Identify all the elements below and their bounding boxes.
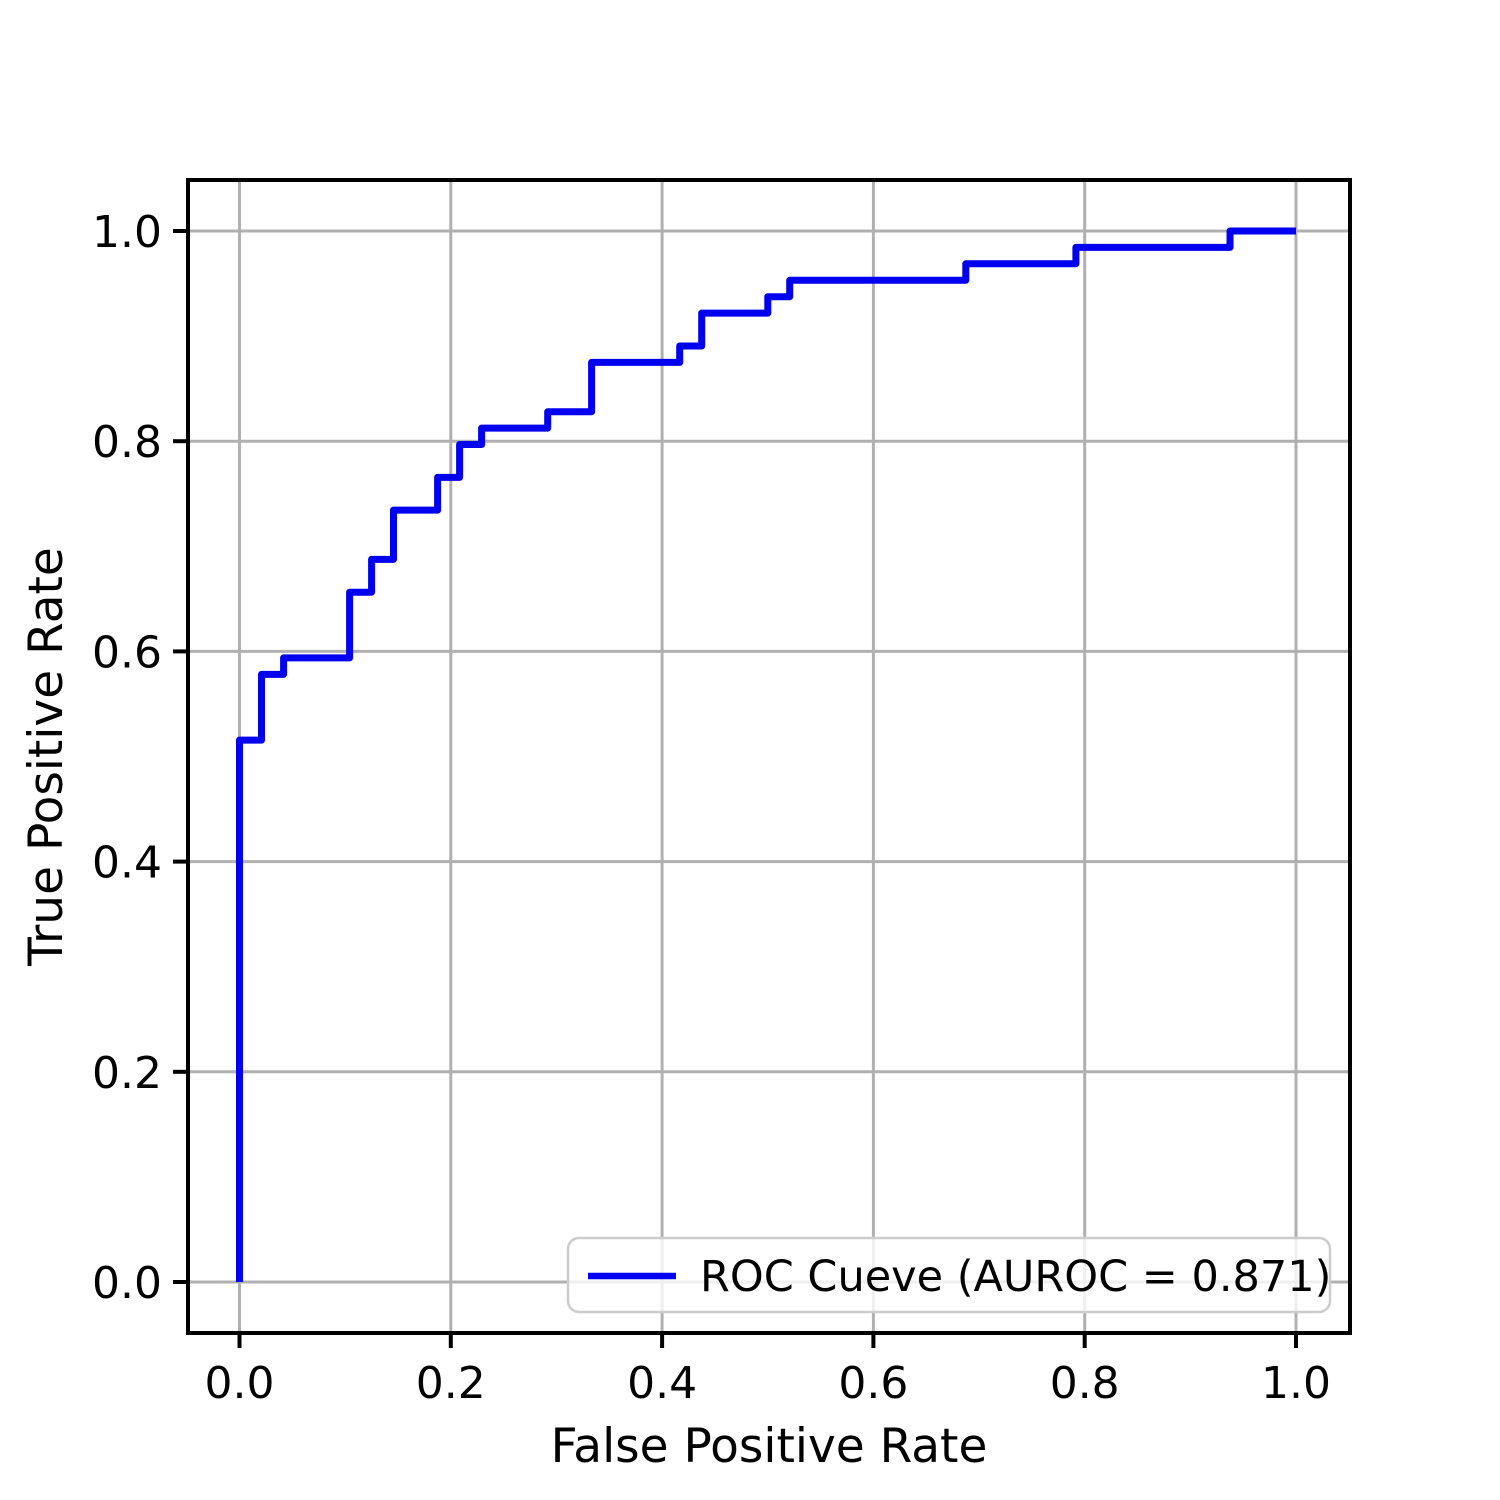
- roc-curve: [236, 227, 1296, 1282]
- x-tick-label: 1.0: [1261, 1358, 1331, 1409]
- x-tick-label: 0.8: [1050, 1358, 1120, 1409]
- x-axis-ticks: 0.0 0.2 0.4 0.6 0.8 1.0: [205, 1333, 1331, 1409]
- legend: ROC Cueve (AUROC = 0.871): [566, 1236, 1332, 1314]
- x-tick-label: 0.4: [627, 1358, 697, 1409]
- y-tick-label: 1.0: [92, 207, 162, 258]
- y-tick-label: 0.8: [92, 417, 162, 468]
- x-tick-label: 0.6: [838, 1358, 908, 1409]
- legend-box: [566, 1236, 1332, 1314]
- x-tick-label: 0.0: [205, 1358, 275, 1409]
- legend-label: ROC Cueve (AUROC = 0.871): [700, 1252, 1331, 1302]
- y-tick-label: 0.4: [92, 838, 162, 889]
- gridlines: [188, 180, 1350, 1333]
- y-axis-ticks: 0.0 0.2 0.4 0.6 0.8 1.0: [92, 207, 188, 1309]
- y-tick-label: 0.6: [92, 627, 162, 678]
- x-axis-label: False Positive Rate: [551, 1419, 988, 1474]
- y-axis-label: True Positive Rate: [19, 547, 74, 967]
- plot-border: [186, 178, 1352, 1335]
- y-tick-label: 0.0: [92, 1258, 162, 1309]
- y-tick-label: 0.2: [92, 1048, 162, 1099]
- x-tick-label: 0.2: [416, 1358, 486, 1409]
